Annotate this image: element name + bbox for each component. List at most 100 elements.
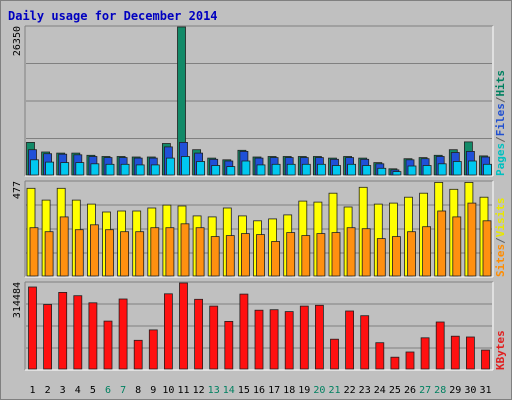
x-tick-label-day-31: 31	[479, 385, 491, 396]
bar-kbytes-day-11	[179, 282, 188, 370]
bar-pages-day-31	[483, 163, 492, 176]
legend-entry: Hits	[494, 70, 507, 97]
bar-kbytes-day-21	[330, 338, 339, 370]
bar-pages-day-3	[60, 162, 70, 176]
legend-middle: Sites/Visits	[494, 198, 507, 278]
bar-kbytes-day-2	[43, 304, 52, 370]
y-max-label: 477	[12, 181, 23, 199]
bar-pages-day-11	[181, 156, 190, 176]
bar-pages-day-9	[150, 164, 160, 176]
chart-title: Daily usage for December 2014	[8, 9, 218, 23]
x-tick-label-day-10: 10	[162, 385, 174, 396]
bar-pages-day-28	[437, 163, 447, 176]
bar-sites-day-9	[150, 227, 160, 277]
bar-sites-day-26	[407, 231, 416, 277]
bar-sites-day-6	[105, 229, 114, 277]
x-tick-label-day-6: 6	[105, 385, 111, 396]
bar-pages-day-7	[120, 163, 130, 176]
bar-pages-day-2	[45, 161, 54, 176]
bar-kbytes-day-13	[209, 305, 219, 370]
bar-sites-day-14	[225, 235, 235, 277]
bar-sites-day-5	[90, 224, 99, 277]
bar-pages-day-5	[90, 163, 100, 176]
x-tick-label-day-20: 20	[313, 385, 325, 396]
bar-kbytes-day-15	[239, 293, 249, 370]
legend-entry: KBytes	[494, 330, 507, 370]
bar-kbytes-day-6	[103, 320, 113, 370]
x-tick-label-day-18: 18	[283, 385, 295, 396]
x-tick-label-day-29: 29	[449, 385, 461, 396]
bar-kbytes-day-29	[450, 335, 460, 370]
x-tick-label-day-9: 9	[150, 385, 156, 396]
x-tick-label-day-30: 30	[464, 385, 476, 396]
bar-kbytes-day-3	[58, 291, 68, 370]
x-tick-label-day-27: 27	[419, 385, 431, 396]
x-tick-label-day-11: 11	[177, 385, 189, 396]
bar-pages-day-23	[362, 165, 372, 176]
y-max-label: 26350	[12, 26, 23, 56]
x-tick-label-day-19: 19	[298, 385, 310, 396]
bar-sites-day-21	[331, 232, 341, 277]
bar-sites-day-15	[240, 233, 250, 277]
bar-sites-day-28	[437, 210, 447, 277]
x-tick-label-day-16: 16	[253, 385, 265, 396]
bar-pages-day-30	[467, 160, 477, 176]
x-tick-label-day-13: 13	[208, 385, 220, 396]
x-tick-label-day-8: 8	[135, 385, 141, 396]
bar-pages-day-19	[301, 163, 311, 176]
bar-pages-day-25	[392, 171, 402, 176]
bar-sites-day-29	[452, 216, 462, 277]
x-tick-label-day-25: 25	[389, 385, 401, 396]
bar-kbytes-day-12	[194, 298, 204, 370]
legend-entry: Files	[494, 103, 507, 136]
bar-kbytes-day-30	[465, 336, 475, 370]
bar-pages-day-18	[286, 163, 296, 176]
bar-sites-day-3	[59, 216, 69, 277]
x-tick-label-day-15: 15	[238, 385, 250, 396]
bar-kbytes-day-4	[73, 295, 83, 370]
bar-pages-day-29	[452, 161, 462, 176]
x-tick-label-day-24: 24	[374, 385, 386, 396]
bar-kbytes-day-14	[224, 320, 234, 370]
bar-kbytes-day-19	[299, 305, 309, 370]
bar-pages-day-24	[377, 167, 387, 176]
bar-kbytes-day-22	[345, 310, 355, 370]
x-tick-label-day-1: 1	[29, 385, 35, 396]
bar-sites-day-25	[391, 236, 401, 277]
bar-kbytes-day-25	[390, 356, 400, 370]
bar-pages-day-13	[211, 165, 221, 176]
x-tick-label-day-2: 2	[45, 385, 51, 396]
x-tick-label-day-23: 23	[359, 385, 371, 396]
bar-sites-day-20	[316, 233, 326, 277]
bar-pages-day-10	[165, 157, 175, 176]
bar-pages-day-26	[407, 165, 417, 176]
bar-kbytes-day-28	[435, 321, 445, 370]
panel-bottom: 314484 KBytes	[12, 281, 507, 371]
bar-pages-day-6	[105, 163, 115, 176]
bar-sites-day-1	[29, 227, 39, 277]
bar-kbytes-day-20	[314, 304, 324, 370]
x-tick-label-day-12: 12	[193, 385, 205, 396]
bar-sites-day-30	[467, 202, 477, 277]
bar-kbytes-day-23	[360, 315, 370, 370]
bar-sites-day-18	[286, 232, 296, 277]
x-tick-label-day-14: 14	[223, 385, 235, 396]
y-max-label: 314484	[12, 282, 23, 318]
bar-sites-day-27	[422, 226, 432, 277]
x-axis-day-labels: 1 2 3 4 5 6 7 8 9 10 11 12 13 14 15 16 17 18 19 20 21 22 23 24 2…	[29, 385, 491, 396]
bar-pages-day-12	[196, 161, 206, 176]
bar-kbytes-day-8	[133, 339, 143, 370]
bar-kbytes-day-24	[375, 342, 385, 370]
legend-entry: Sites	[494, 244, 507, 277]
x-tick-label-day-5: 5	[90, 385, 96, 396]
bar-pages-day-8	[135, 164, 145, 176]
bar-sites-day-19	[301, 235, 311, 277]
legend-entry: /	[494, 237, 507, 244]
bar-sites-day-11	[180, 223, 190, 277]
bar-sites-day-2	[44, 231, 54, 277]
bar-kbytes-day-26	[405, 351, 415, 370]
legend-entry: Visits	[494, 198, 507, 238]
